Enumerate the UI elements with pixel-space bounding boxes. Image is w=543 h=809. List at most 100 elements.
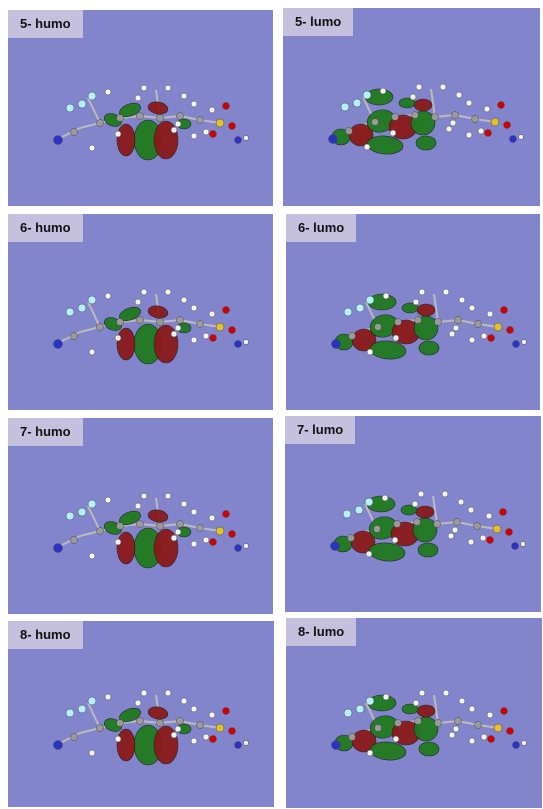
atom xyxy=(412,699,420,707)
atom xyxy=(77,303,87,313)
atom xyxy=(208,106,216,114)
atom xyxy=(156,719,164,727)
atom xyxy=(209,334,217,342)
orbital-lobe xyxy=(416,704,436,718)
atom xyxy=(486,711,494,719)
atom xyxy=(364,497,374,507)
atom xyxy=(53,740,63,750)
orbital-lobe xyxy=(147,101,169,115)
atom xyxy=(354,505,364,515)
atom xyxy=(442,689,450,697)
atom xyxy=(156,114,164,122)
atom xyxy=(180,500,188,508)
atom xyxy=(176,112,184,120)
atom xyxy=(114,735,122,743)
atom xyxy=(88,144,96,152)
atom xyxy=(88,749,96,757)
atom xyxy=(174,120,182,128)
atom xyxy=(389,129,397,137)
atom xyxy=(451,526,459,534)
atom xyxy=(352,98,362,108)
atom xyxy=(65,511,75,521)
atom xyxy=(480,733,488,741)
atom xyxy=(394,719,402,727)
atom xyxy=(77,704,87,714)
atom xyxy=(452,324,460,332)
atom xyxy=(88,348,96,356)
atom xyxy=(70,536,78,544)
atom xyxy=(53,135,63,145)
atom xyxy=(433,520,441,528)
atom xyxy=(366,749,374,757)
atom xyxy=(455,91,463,99)
atom xyxy=(96,119,104,127)
atom xyxy=(365,696,375,706)
atom xyxy=(483,105,491,113)
atom xyxy=(340,102,350,112)
atom xyxy=(393,520,401,528)
atom xyxy=(114,130,122,138)
atom xyxy=(343,307,353,317)
atom xyxy=(215,526,225,536)
atom xyxy=(215,118,225,128)
atom xyxy=(454,316,462,324)
atom xyxy=(391,113,399,121)
atom xyxy=(512,741,520,749)
atom xyxy=(493,322,503,332)
atom xyxy=(365,550,373,558)
molecule-render xyxy=(330,490,526,562)
atom xyxy=(190,100,198,108)
atom xyxy=(65,103,75,113)
atom xyxy=(487,735,495,743)
atom xyxy=(414,316,422,324)
atom xyxy=(87,499,97,509)
atom xyxy=(234,741,242,749)
atom xyxy=(170,330,178,338)
atom xyxy=(164,492,172,500)
orbital-lobe xyxy=(418,741,440,757)
atom xyxy=(465,99,473,107)
atom xyxy=(180,697,188,705)
atom xyxy=(136,316,144,324)
orbital-lobe xyxy=(415,505,435,519)
atom xyxy=(409,93,417,101)
atom xyxy=(209,538,217,546)
atom xyxy=(487,334,495,342)
atom xyxy=(243,339,249,345)
atom xyxy=(202,332,210,340)
orbital-lobe xyxy=(413,98,433,112)
atom xyxy=(458,296,466,304)
bond xyxy=(430,88,436,118)
atom xyxy=(474,721,482,729)
atom xyxy=(484,129,492,137)
atom xyxy=(447,532,455,540)
atom xyxy=(345,127,353,135)
atom xyxy=(493,723,503,733)
atom xyxy=(468,705,476,713)
atom xyxy=(503,121,511,129)
atom xyxy=(77,507,87,517)
atom xyxy=(473,522,481,530)
orbital-lobe xyxy=(119,707,141,723)
orbital-lobe xyxy=(401,703,419,715)
orbital-lobe xyxy=(368,542,406,562)
atom xyxy=(373,525,381,533)
atom xyxy=(164,288,172,296)
orbital-lobe xyxy=(153,120,179,160)
orbital-lobe xyxy=(116,531,136,565)
atom xyxy=(511,542,519,550)
atom xyxy=(136,717,144,725)
atom xyxy=(164,84,172,92)
atom xyxy=(215,723,225,733)
atom xyxy=(53,339,63,349)
atom xyxy=(445,125,453,133)
atom xyxy=(190,132,198,140)
atom xyxy=(506,727,514,735)
atom xyxy=(451,111,459,119)
orbital-lobe xyxy=(350,530,376,554)
atom xyxy=(196,320,204,328)
panel-label: 7- lumo xyxy=(285,416,356,444)
atom xyxy=(222,510,230,518)
atom xyxy=(116,318,124,326)
atom xyxy=(411,500,419,508)
